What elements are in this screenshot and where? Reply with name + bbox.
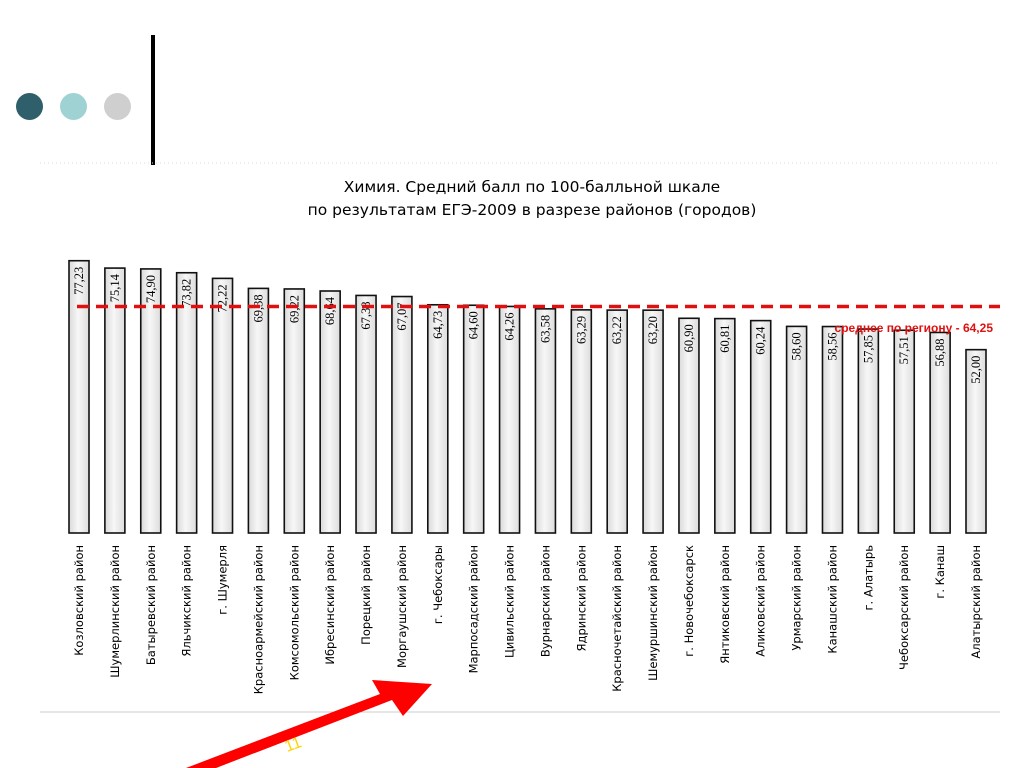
bar-value-label: 57,51: [897, 336, 911, 364]
category-tick-label: Красноармейский район: [251, 545, 265, 694]
bar: [749, 319, 772, 534]
bar: [534, 308, 557, 534]
bar: [175, 271, 198, 534]
bar-value-label: 67,07: [395, 303, 409, 331]
category-tick-label: Вурнарский район: [538, 545, 552, 657]
category-tick-label: Яльчикский район: [180, 545, 194, 657]
category-tick-label: Аликовский район: [754, 545, 768, 657]
category-tick-label: Красночетайский район: [610, 545, 624, 692]
category-tick-label: Ибресинский район: [323, 545, 337, 665]
bar: [498, 305, 521, 534]
category-tick-label: Моргаушский район: [395, 545, 409, 668]
bar: [785, 325, 808, 534]
bar-value-label: 63,58: [538, 315, 552, 343]
category-tick-label: Цивильский район: [503, 545, 517, 658]
category-tick-label: Шемуршинский район: [646, 545, 660, 681]
category-tick-label: г. Алатырь: [861, 545, 875, 611]
category-tick-label: Урмарский район: [790, 545, 804, 651]
category-tick-label: Козловский район: [72, 545, 86, 656]
bar: [678, 317, 700, 534]
bar: [426, 303, 449, 534]
bar-value-label: 64,26: [503, 312, 517, 340]
category-tick-label: г. Канаш: [933, 545, 947, 599]
bar: [211, 277, 234, 534]
category-tick-label: Янтиковский район: [718, 545, 732, 664]
bar: [139, 268, 162, 534]
bar-value-label: 72,22: [216, 284, 230, 312]
bar-value-label: 77,23: [72, 267, 86, 295]
category-tick-label: Ядринский район: [574, 545, 588, 651]
bar: [283, 288, 306, 534]
chart-title-line-2: по результатам ЕГЭ-2009 в разрезе районо…: [308, 201, 757, 219]
bar-value-label: 64,73: [431, 311, 445, 339]
bar-value-label: 63,22: [610, 316, 624, 344]
bar: [104, 267, 126, 534]
bar-value-label: 73,82: [180, 279, 194, 307]
arrow-icon: [186, 680, 432, 768]
bar-value-label: 63,20: [646, 316, 660, 344]
bar-value-label: 52,00: [969, 356, 983, 384]
bar-value-label: 58,60: [790, 332, 804, 360]
category-tick-label: Порецкий район: [359, 545, 373, 645]
bar: [319, 290, 341, 534]
bar-value-label: 60,90: [682, 324, 696, 352]
bullet-dot-icon-teal: [60, 93, 87, 120]
bar: [462, 304, 485, 534]
bar-value-label: 58,56: [825, 333, 839, 361]
chart-title-line-1: Химия. Средний балл по 100-балльной шкал…: [344, 178, 720, 196]
bullet-dot-icon-gray: [104, 93, 131, 120]
category-tick-label: Чебоксарский район: [897, 545, 911, 670]
bar: [642, 309, 664, 534]
bar: [893, 329, 916, 534]
bar-value-label: 74,90: [144, 275, 158, 303]
category-tick-label: г. Новочебоксарск: [682, 545, 696, 657]
bar: [714, 317, 736, 534]
category-tick-label: Канашский район: [825, 545, 839, 654]
bar-value-label: 63,29: [574, 316, 588, 344]
bar: [570, 309, 593, 534]
bar-value-label: 60,81: [718, 325, 732, 353]
category-tick-label: Алатырский район: [969, 545, 983, 659]
bar: [857, 328, 880, 534]
category-tick-label: Шумерлинский район: [108, 545, 122, 678]
bar-value-label: 56,88: [933, 338, 947, 366]
category-tick-label: Марпосадский район: [467, 545, 481, 673]
bar-value-label: 57,85: [861, 335, 875, 363]
title-divider-line: [151, 35, 155, 165]
bullet-dot-icon-dark: [16, 93, 43, 120]
bar: [606, 309, 629, 534]
category-tick-label: г. Чебоксары: [431, 545, 445, 624]
category-tick-label: г. Шумерля: [216, 545, 230, 615]
bar-value-label: 68,64: [323, 296, 337, 325]
bar-value-label: 69,22: [287, 295, 301, 323]
bar: [929, 331, 951, 534]
bar-value-label: 60,24: [754, 326, 768, 355]
bar: [247, 287, 270, 534]
bar-value-label: 69,38: [251, 294, 265, 322]
bar: [821, 325, 844, 534]
bar: [965, 348, 987, 534]
bar-value-label: 64,60: [467, 311, 481, 339]
bar: [68, 259, 90, 534]
bar: [391, 295, 413, 534]
category-tick-label: Комсомольский район: [287, 545, 301, 680]
bar-value-label: 67,38: [359, 301, 373, 329]
category-tick-label: Батыревский район: [144, 545, 158, 665]
bar-value-label: 75,14: [108, 273, 122, 302]
bar: [355, 294, 377, 534]
page-number: 11: [283, 734, 305, 756]
average-line-label: среднее по региону - 64,25: [835, 321, 994, 335]
